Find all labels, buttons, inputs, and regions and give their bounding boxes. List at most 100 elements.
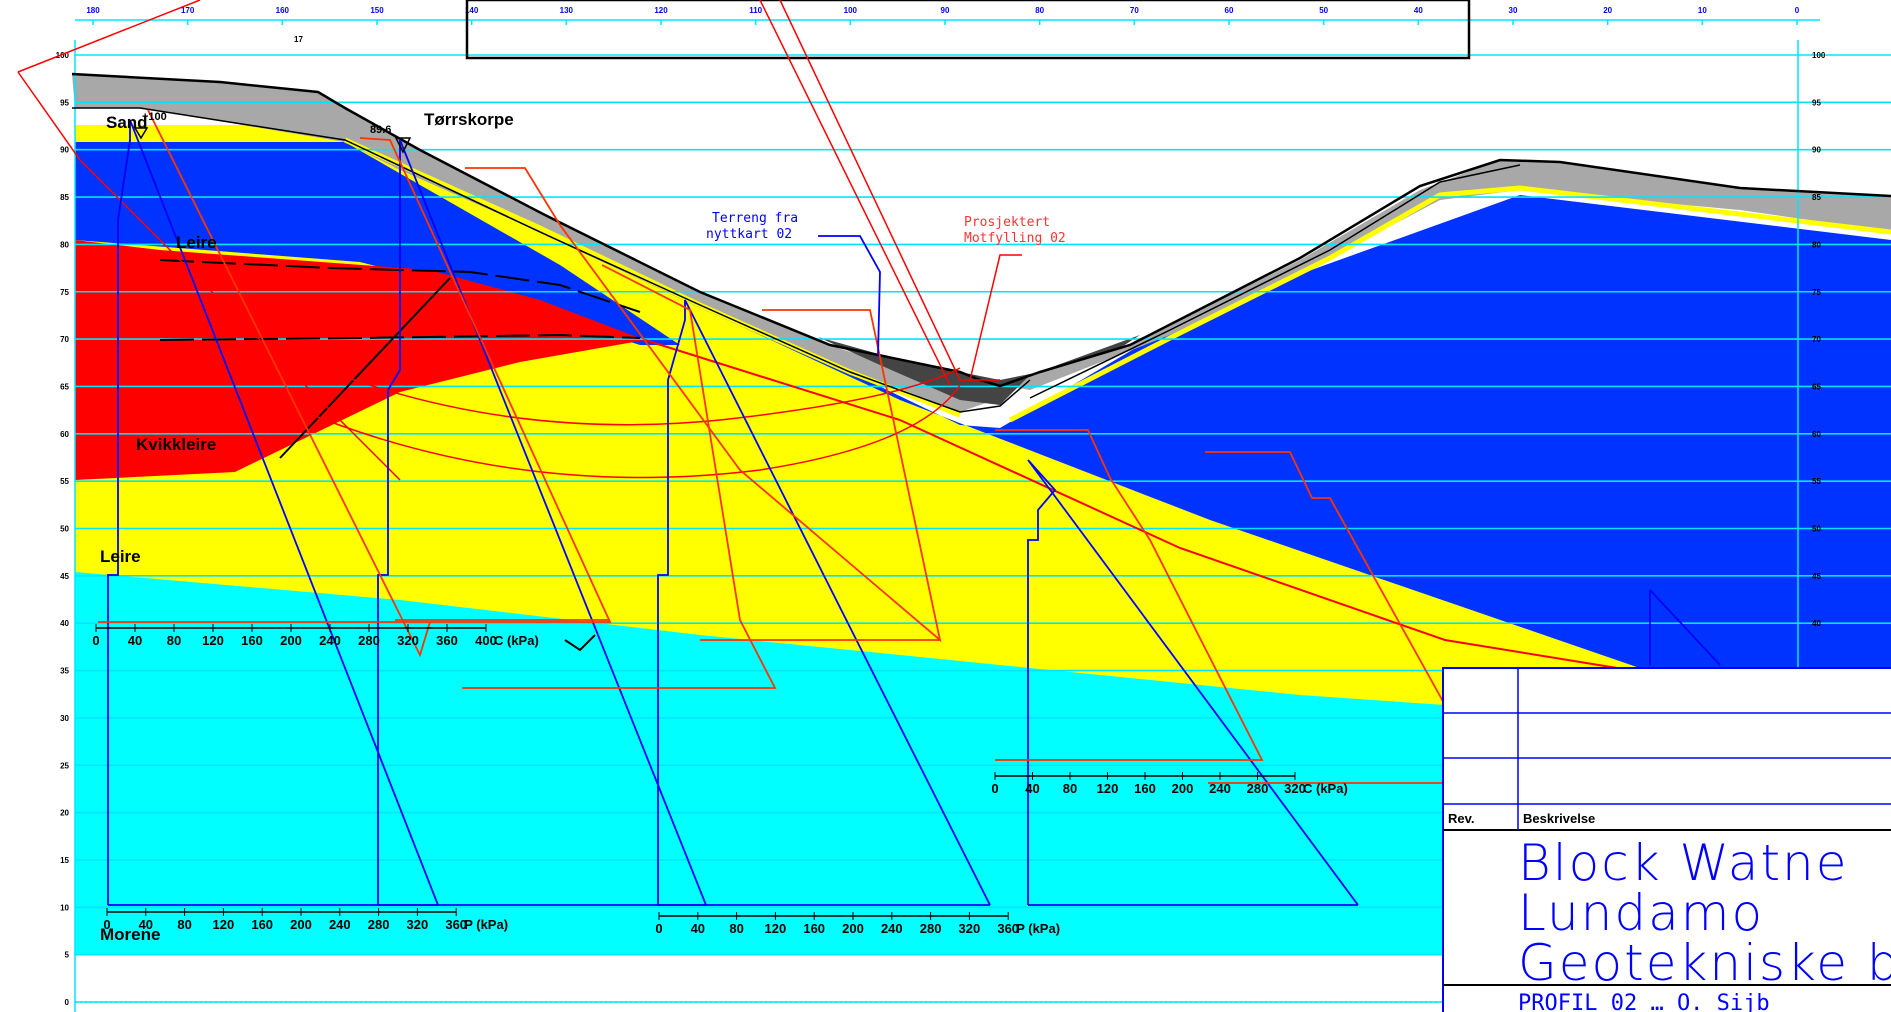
title-line-2: Lundamo <box>1518 884 1764 942</box>
description-label: Beskrivelse <box>1523 811 1595 826</box>
elevation-label-right: 45 <box>1812 572 1821 581</box>
elevation-label: 20 <box>60 809 69 818</box>
elevation-label-right: 75 <box>1812 288 1821 297</box>
p-axis-1-unit: P (kPa) <box>464 917 508 932</box>
terrain-leader <box>818 235 881 356</box>
c-axis-1-unit: C (kPa) <box>494 633 539 648</box>
elevation-label-right: 40 <box>1812 619 1821 628</box>
p-axis-2-tick-label: 0 <box>655 921 662 936</box>
c-axis-1-tick-label: 160 <box>241 633 263 648</box>
p-axis-1-tick-label: 240 <box>329 917 351 932</box>
c-axis-1-tick-label: 80 <box>167 633 181 648</box>
elevation-label-right: 80 <box>1812 240 1821 249</box>
elevation-label: 0 <box>65 998 70 1007</box>
elevation-label: 45 <box>60 572 69 581</box>
elevation-label-right: 95 <box>1812 98 1821 107</box>
elevation-label: 55 <box>60 477 69 486</box>
chainage-label: 50 <box>1319 6 1328 15</box>
elevation-label: 30 <box>60 714 69 723</box>
reference-box <box>465 0 1471 60</box>
c-axis-1-tick-label: 400 <box>475 633 497 648</box>
shear-strength-profiles <box>98 109 1891 784</box>
label-torrskorpe: Tørrskorpe <box>424 110 514 129</box>
sounding-profiles <box>107 119 1721 906</box>
elevation-label: 25 <box>60 761 69 770</box>
c-axis-2-tick-label: 0 <box>991 781 998 796</box>
p-axis-2-tick-label: 280 <box>920 921 942 936</box>
elevation-label-right: 55 <box>1812 477 1821 486</box>
quick-clay-layer <box>75 240 645 480</box>
p-axis-1-tick-label: 120 <box>213 917 235 932</box>
label-kvikkleire: Kvikkleire <box>136 435 216 454</box>
p-axis-1-tick-label: 40 <box>139 917 153 932</box>
p-axis-1-tick-label: 0 <box>103 917 110 932</box>
c-axis-1-tick-label: 40 <box>128 633 142 648</box>
chainage-label: 30 <box>1509 6 1518 15</box>
p-axis-1-tick-label: 320 <box>407 917 429 932</box>
elevation-label: 100 <box>56 51 70 60</box>
elevation-mark-b: 89.6 <box>370 124 391 136</box>
p-axis-1-tick-label: 360 <box>445 917 467 932</box>
dry-crust-left <box>72 74 1030 412</box>
p-axis-1-tick-label: 200 <box>290 917 312 932</box>
elevation-labels-left: 1009590858075706560555045403530252015105… <box>56 51 70 1007</box>
chainage-label: 120 <box>654 6 668 15</box>
chainage-label: 0 <box>1795 6 1800 15</box>
elevation-label: 40 <box>60 619 69 628</box>
bottom-partial-text: PROFIL 02 … O. Sijb <box>1518 991 1770 1012</box>
elevation-label: 15 <box>60 856 69 865</box>
p-axis-2-tick-label: 120 <box>765 921 787 936</box>
chainage-label: 20 <box>1603 6 1612 15</box>
chainage-label: 170 <box>181 6 195 15</box>
elevation-label: 65 <box>60 382 69 391</box>
elevation-label: 95 <box>60 98 69 107</box>
counterfill-hatch <box>818 335 1140 405</box>
c-axis-2-tick-label: 200 <box>1172 781 1194 796</box>
c-axis-2-tick-label: 80 <box>1063 781 1077 796</box>
terrain-note-line1: Terreng fra <box>712 211 798 226</box>
rev-label: Rev. <box>1448 811 1475 826</box>
chainage-label: 40 <box>1414 6 1423 15</box>
c-axis-2-unit: C (kPa) <box>1303 781 1348 796</box>
chainage-label: 160 <box>276 6 290 15</box>
soil-label-group: Sand Tørrskorpe Leire Kvikkleire Leire M… <box>100 35 514 944</box>
elevation-label-right: 90 <box>1812 146 1821 155</box>
p-axis-1-tick-label: 80 <box>177 917 191 932</box>
chainage-label: 90 <box>941 6 950 15</box>
p-axis-2-tick-label: 40 <box>691 921 705 936</box>
label-leire-upper: Leire <box>176 233 217 252</box>
c-axis-2-tick-label: 160 <box>1134 781 1156 796</box>
clay-layer <box>75 142 1891 735</box>
title-block: Rev. Beskrivelse Block Watne Lundamo Geo… <box>1442 667 1891 1012</box>
c-axis-2-tick-label: 40 <box>1025 781 1039 796</box>
c-axis-1-tick-label: 360 <box>436 633 458 648</box>
elevation-label: 75 <box>60 288 69 297</box>
p-axis-2-tick-label: 80 <box>729 921 743 936</box>
elevation-label-right: 70 <box>1812 335 1821 344</box>
chainage-label: 10 <box>1698 6 1707 15</box>
chainage-label: 140 <box>465 6 479 15</box>
label-morene: Morene <box>100 925 160 944</box>
chainage-label: 70 <box>1130 6 1139 15</box>
water-level-icon-2 <box>394 137 412 154</box>
design-note-line2: Motfylling 02 <box>964 231 1066 246</box>
title-line-1: Block Watne <box>1518 834 1849 892</box>
chainage-label: 150 <box>370 6 384 15</box>
elevation-label: 5 <box>65 951 70 960</box>
elevation-label: 60 <box>60 430 69 439</box>
c-axis-1-tick-label: 200 <box>280 633 302 648</box>
p-axis-2-tick-label: 360 <box>997 921 1019 936</box>
p-axis-1-tick-label: 160 <box>251 917 273 932</box>
chainage-label: 130 <box>560 6 574 15</box>
elevation-mark-a: +100 <box>142 111 167 123</box>
title-line-3: Geotekniske bere <box>1518 934 1891 992</box>
elevation-label: 80 <box>60 240 69 249</box>
elevation-label: 35 <box>60 667 69 676</box>
elevation-label: 90 <box>60 146 69 155</box>
c-axis-1-tick-label: 0 <box>92 633 99 648</box>
c-axis-2-tick-label: 320 <box>1284 781 1306 796</box>
